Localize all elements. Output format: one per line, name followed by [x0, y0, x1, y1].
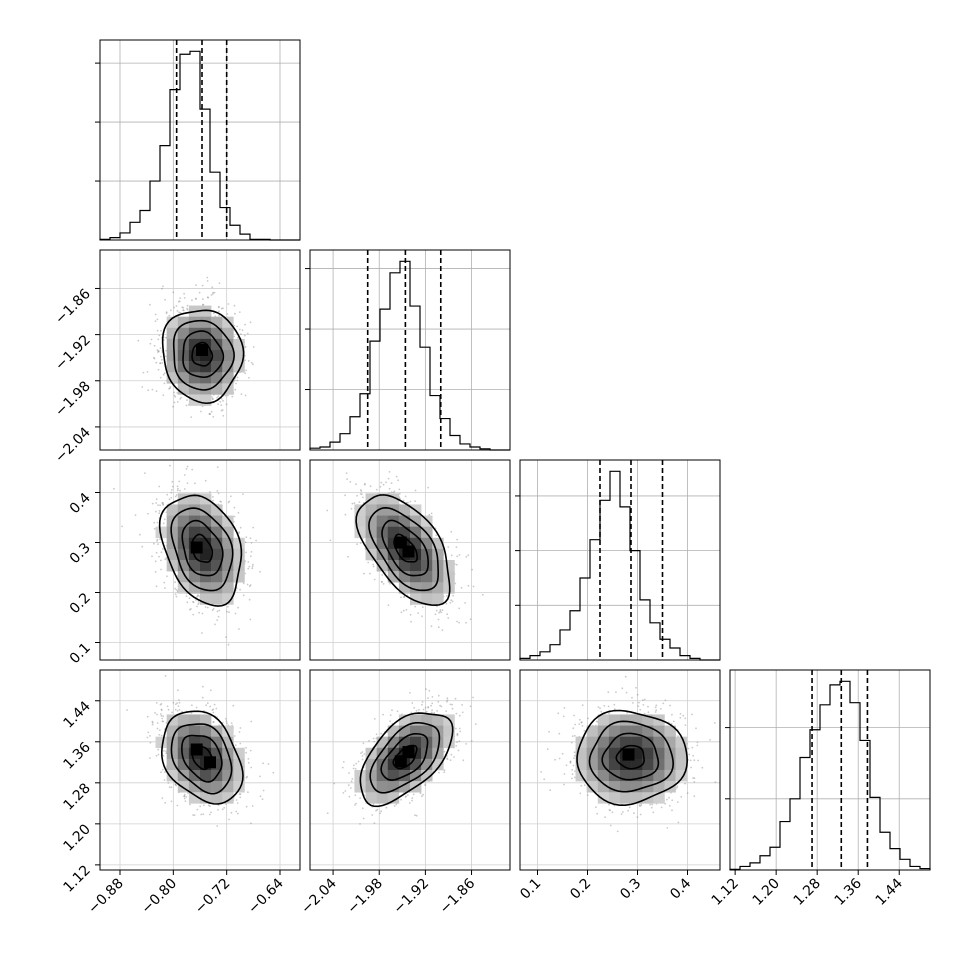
- panel-frame: [99, 669, 301, 871]
- contour-level-4: [359, 712, 454, 808]
- contour-level-2: [182, 330, 225, 379]
- histogram-steps: [519, 470, 720, 661]
- x-tick-label: −1.86: [437, 875, 479, 917]
- y-tick-label: −1.86: [52, 286, 94, 328]
- contour-level-3: [368, 507, 439, 592]
- panel-frame: [99, 459, 301, 661]
- contour-level-2: [181, 734, 223, 783]
- contour-level-3: [170, 723, 233, 795]
- density-panel-4-1: [99, 669, 301, 871]
- contour-level-4: [158, 494, 243, 607]
- density-peak: [402, 545, 415, 558]
- panel-frame: [729, 669, 931, 871]
- x-tick-label: −2.04: [298, 875, 340, 917]
- y-tick-label: 1.28: [60, 780, 93, 813]
- x-tick-label: −0.88: [85, 876, 127, 918]
- x-tick-label: 1.12: [709, 876, 742, 909]
- density-peak: [196, 344, 208, 356]
- histogram-panel-1: [95, 39, 301, 241]
- x-tick-label: −1.98: [344, 876, 386, 918]
- y-tick-label: 0.1: [67, 640, 94, 667]
- panel-frame: [519, 459, 721, 661]
- density-peak: [190, 743, 203, 756]
- histogram-steps: [99, 50, 300, 241]
- contour-level-2: [181, 519, 224, 577]
- x-tick-label: −0.64: [245, 875, 287, 917]
- x-tick-label: −0.80: [139, 876, 181, 918]
- histogram-steps: [729, 680, 931, 870]
- y-tick-label: 1.36: [60, 739, 93, 772]
- density-peak: [402, 746, 415, 759]
- y-tick-label: −1.98: [52, 378, 94, 420]
- contour-level-2: [381, 519, 429, 577]
- contour-level-3: [369, 721, 441, 794]
- histogram-panel-2: [305, 249, 511, 451]
- x-tick-label: 1.36: [832, 875, 865, 908]
- y-tick-label: 1.20: [60, 821, 93, 854]
- density-peak: [394, 755, 407, 768]
- density-peak: [622, 748, 635, 761]
- contour-level-3: [170, 507, 234, 592]
- contour-level-2: [601, 732, 660, 781]
- y-tick-label: −1.92: [52, 332, 94, 374]
- histogram-panel-4: [725, 669, 931, 871]
- y-tick-label: 1.44: [60, 698, 93, 731]
- density-panel-4-2: [309, 669, 511, 871]
- x-tick-label: 0.3: [617, 876, 644, 903]
- panel-frame: [519, 669, 721, 871]
- x-tick-label: 0.4: [667, 875, 694, 902]
- contour-level-3: [172, 319, 235, 391]
- y-tick-label: 0.2: [67, 590, 94, 617]
- density-cells: [155, 714, 245, 804]
- panel-frame: [99, 39, 301, 241]
- histogram-panel-3: [515, 459, 721, 661]
- contour-level-1: [392, 744, 418, 770]
- contour-level-4: [160, 710, 244, 805]
- contour-level-3: [588, 720, 675, 793]
- histogram-steps: [309, 260, 510, 451]
- x-tick-label: 1.44: [873, 875, 906, 908]
- x-tick-label: 1.20: [750, 876, 783, 909]
- panel-frame: [309, 669, 511, 871]
- density-peak: [190, 541, 203, 554]
- density-panel-2-1: [99, 249, 301, 451]
- x-tick-label: −0.72: [192, 876, 234, 918]
- x-tick-label: 0.1: [517, 876, 544, 903]
- y-tick-label: 1.12: [60, 862, 93, 895]
- y-tick-label: 0.3: [67, 540, 94, 567]
- x-tick-label: −1.92: [391, 876, 433, 918]
- density-peak: [204, 756, 216, 769]
- y-tick-label: 0.4: [67, 490, 94, 517]
- panel-frame: [309, 459, 511, 661]
- density-panel-3-2: [309, 459, 511, 661]
- density-panel-3-1: [99, 459, 301, 661]
- contour-level-4: [355, 494, 451, 607]
- contour-level-4: [161, 309, 245, 405]
- density-panel-4-3: [519, 669, 721, 871]
- x-tick-label: 0.2: [567, 876, 594, 903]
- contour-level-2: [380, 732, 429, 781]
- panel-frame: [99, 249, 301, 451]
- contour-level-1: [615, 744, 645, 770]
- contour-level-4: [576, 709, 688, 807]
- contour-level-1: [393, 533, 418, 563]
- y-tick-label: −2.04: [52, 424, 94, 466]
- panel-frame: [309, 249, 511, 451]
- x-tick-label: 1.28: [791, 876, 824, 909]
